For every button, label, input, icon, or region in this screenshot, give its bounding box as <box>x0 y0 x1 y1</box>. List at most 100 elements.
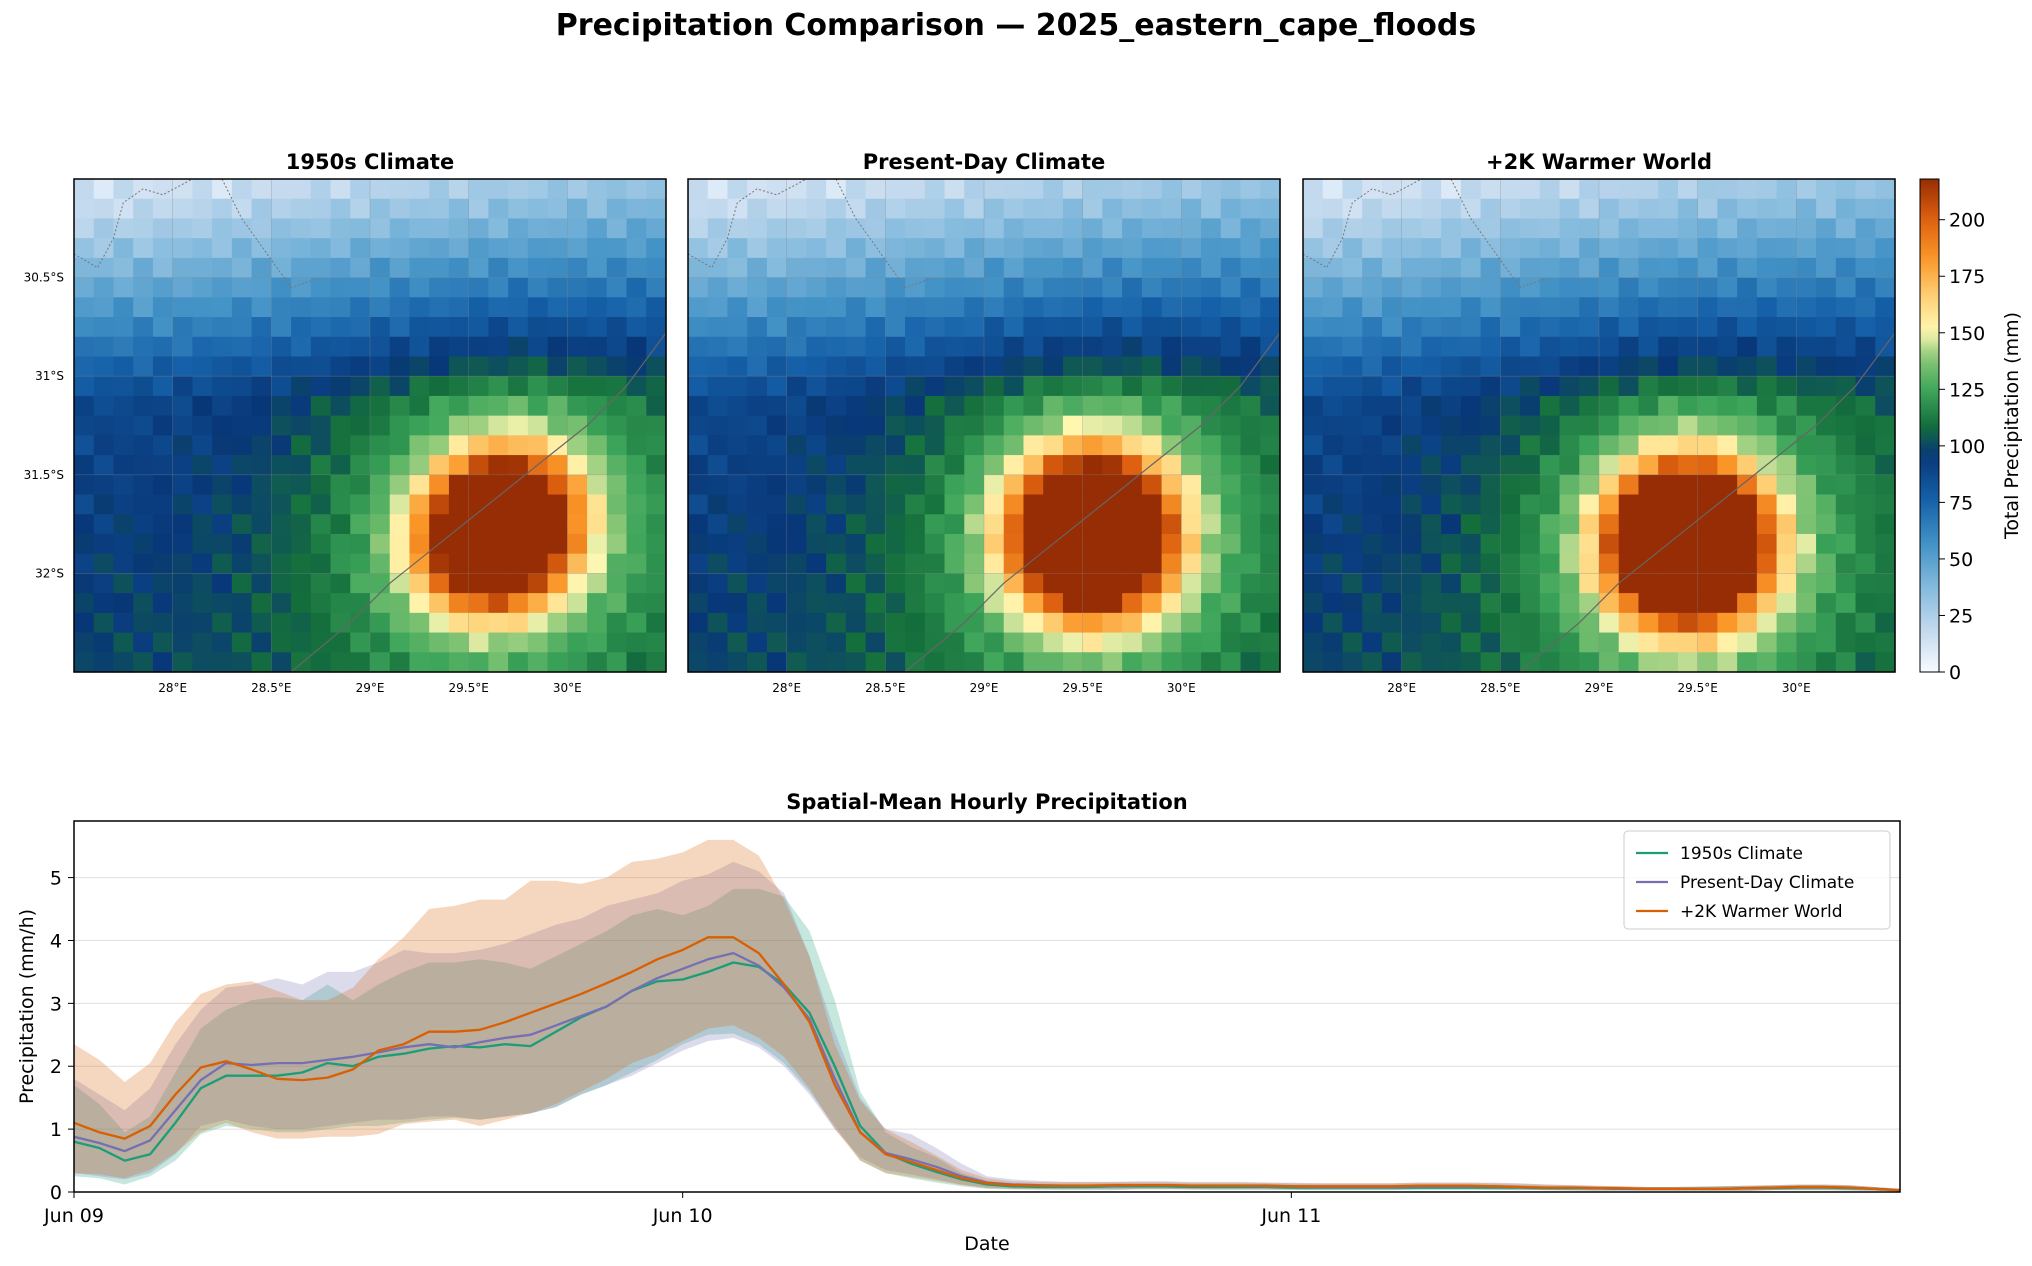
heatmap-cell <box>370 612 391 634</box>
heatmap-cell <box>1677 395 1699 417</box>
heatmap-cell <box>1161 277 1182 298</box>
heatmap-cell <box>1835 257 1857 279</box>
heatmap-cell <box>1003 376 1025 397</box>
heatmap-cell <box>370 632 391 653</box>
heatmap-cell <box>508 257 529 279</box>
heatmap-cell <box>1043 179 1064 200</box>
heatmap-cell <box>468 179 489 200</box>
heatmap-cell <box>646 297 667 318</box>
heatmap-cell <box>806 179 827 200</box>
heatmap-cell <box>1381 494 1403 515</box>
heatmap-cell <box>251 395 272 417</box>
heatmap-cell <box>1737 376 1758 397</box>
heatmap-cell <box>231 612 253 634</box>
heatmap-cell <box>74 415 95 436</box>
heatmap-cell <box>1303 612 1324 634</box>
heatmap-cell <box>1260 435 1281 456</box>
heatmap-cell <box>1539 395 1561 417</box>
heatmap-cell <box>74 317 95 338</box>
heatmap-cell <box>587 612 608 634</box>
heatmap-cell <box>350 179 371 200</box>
heatmap-cell <box>865 356 886 377</box>
heatmap-cell <box>1875 415 1896 436</box>
heatmap-cell <box>1102 455 1123 476</box>
heatmap-cell <box>1855 179 1876 200</box>
heatmap-cell <box>1401 494 1422 515</box>
heatmap-cell <box>885 297 906 318</box>
heatmap-cell <box>688 652 709 673</box>
heatmap-cell <box>1161 415 1182 436</box>
heatmap-cell <box>1102 494 1123 515</box>
heatmap-cell <box>806 415 827 436</box>
heatmap-cell <box>1322 474 1344 496</box>
heatmap-cell <box>1322 218 1344 239</box>
ts-ytick-label: 0 <box>50 1182 62 1204</box>
heatmap-cell <box>172 238 193 259</box>
heatmap-cell <box>1855 238 1876 259</box>
heatmap-cell <box>1500 198 1521 220</box>
heatmap-cell <box>93 593 115 614</box>
heatmap-cell <box>1638 395 1659 417</box>
heatmap-cell <box>1421 514 1442 535</box>
heatmap-cell <box>845 652 867 673</box>
heatmap-cell <box>1480 277 1501 298</box>
heatmap-cell <box>1737 435 1758 456</box>
heatmap-cell <box>527 533 549 555</box>
heatmap-cell <box>291 297 312 318</box>
heatmap-cell <box>688 376 709 397</box>
heatmap-cell <box>1618 553 1640 574</box>
heatmap-cell <box>885 218 906 239</box>
heatmap-cell <box>409 395 430 417</box>
heatmap-cell <box>1240 297 1261 318</box>
heatmap-cell <box>1816 533 1837 555</box>
heatmap-cell <box>1421 435 1442 456</box>
heatmap-cell <box>231 455 253 476</box>
heatmap-cell <box>924 435 946 456</box>
heatmap-cell <box>688 593 709 614</box>
heatmap-cell <box>688 317 709 338</box>
heatmap-cell <box>93 612 115 634</box>
heatmap-cell <box>1102 573 1123 594</box>
heatmap-cell <box>251 435 272 456</box>
heatmap-cell <box>1260 455 1281 476</box>
heatmap-cell <box>1441 218 1462 239</box>
heatmap-cell <box>1062 612 1084 634</box>
heatmap-cell <box>133 179 154 200</box>
heatmap-cell <box>905 514 926 535</box>
heatmap-cell <box>429 612 450 634</box>
heatmap-cell <box>1122 652 1143 673</box>
heatmap-cell <box>1421 297 1442 318</box>
heatmap-cell <box>1023 336 1044 358</box>
heatmap-cell <box>1161 218 1182 239</box>
heatmap-cell <box>1240 257 1261 279</box>
heatmap-cell <box>1796 533 1817 555</box>
heatmap-cell <box>1520 553 1541 574</box>
heatmap-cell <box>1796 317 1817 338</box>
heatmap-cell <box>626 652 647 673</box>
heatmap-cell <box>1697 395 1718 417</box>
heatmap-cell <box>113 277 134 298</box>
heatmap-cell <box>1181 533 1202 555</box>
heatmap-cell <box>74 297 95 318</box>
heatmap-cell <box>885 632 906 653</box>
heatmap-cell <box>885 533 906 555</box>
heatmap-cell <box>1599 593 1620 614</box>
heatmap-cell <box>192 218 213 239</box>
heatmap-cell <box>547 317 568 338</box>
heatmap-cell <box>606 257 628 279</box>
border-line <box>73 178 193 269</box>
heatmap-cell <box>1201 553 1222 574</box>
heatmap-cell <box>448 593 470 614</box>
heatmap-cell <box>231 218 253 239</box>
heatmap-cell <box>845 455 867 476</box>
heatmap-cell <box>74 494 95 515</box>
heatmap-cell <box>1122 317 1143 338</box>
heatmap-cell <box>646 533 667 555</box>
heatmap-cell <box>429 395 450 417</box>
heatmap-cell <box>1480 198 1501 220</box>
heatmap-cell <box>587 198 608 220</box>
heatmap-cell <box>688 435 709 456</box>
heatmap-cell <box>806 356 827 377</box>
heatmap-cell <box>1539 514 1561 535</box>
